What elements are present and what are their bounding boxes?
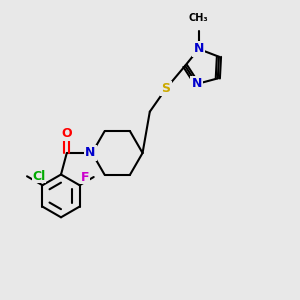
Text: N: N bbox=[194, 43, 204, 56]
Text: Cl: Cl bbox=[32, 170, 46, 183]
Text: N: N bbox=[192, 77, 202, 91]
Text: F: F bbox=[81, 170, 89, 184]
Text: O: O bbox=[61, 127, 72, 140]
Text: N: N bbox=[85, 146, 96, 160]
Text: S: S bbox=[161, 82, 170, 95]
Text: CH₃: CH₃ bbox=[189, 13, 208, 23]
